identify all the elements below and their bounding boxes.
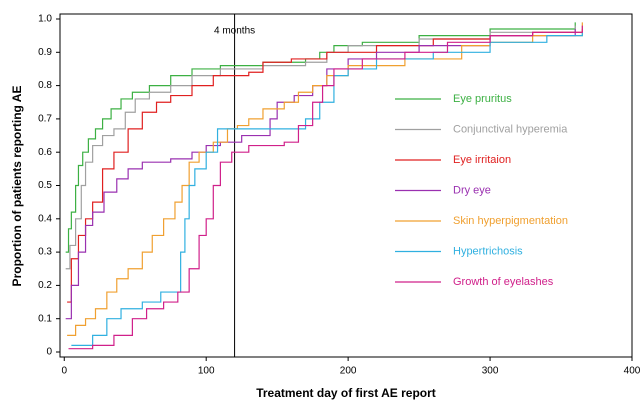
y-tick-label: 0.7 — [38, 114, 52, 125]
y-tick-label: 0.2 — [38, 280, 52, 291]
y-tick-label: 0.5 — [38, 180, 52, 191]
x-tick-label: 0 — [61, 366, 67, 377]
legend-label: Skin hyperpigmentation — [453, 215, 568, 227]
y-tick-label: 0.6 — [38, 147, 52, 158]
x-tick-label: 200 — [340, 366, 357, 377]
y-tick-label: 0.9 — [38, 47, 52, 58]
series-line — [65, 25, 576, 270]
y-tick-label: 0.3 — [38, 247, 52, 258]
y-tick-label: 0.1 — [38, 313, 52, 324]
y-tick-label: 0.8 — [38, 80, 52, 91]
y-tick-label: 0 — [46, 347, 52, 358]
series-line — [68, 25, 583, 350]
y-tick-label: 0.4 — [38, 213, 52, 224]
y-tick-label: 1.0 — [38, 14, 52, 25]
x-axis-title: Treatment day of first AE report — [256, 386, 436, 400]
legend-label: Conjunctival hyperemia — [453, 123, 568, 135]
x-tick-label: 100 — [198, 366, 215, 377]
legend-label: Eye pruritus — [453, 93, 512, 105]
legend-label: Dry eye — [453, 184, 491, 196]
series-line — [65, 28, 576, 320]
x-tick-label: 400 — [624, 366, 640, 377]
plot-frame — [59, 13, 633, 358]
series-line — [67, 22, 583, 336]
legend-label: Growth of eyelashes — [453, 276, 554, 288]
y-axis-title: Proportion of patients reporting AE — [10, 86, 24, 287]
x-tick-label: 300 — [482, 366, 499, 377]
legend-label: Eye irritaion — [453, 154, 511, 166]
annotation-label: 4 months — [214, 26, 255, 37]
series-line — [71, 32, 583, 346]
legend-label: Hypertrichosis — [453, 245, 523, 257]
